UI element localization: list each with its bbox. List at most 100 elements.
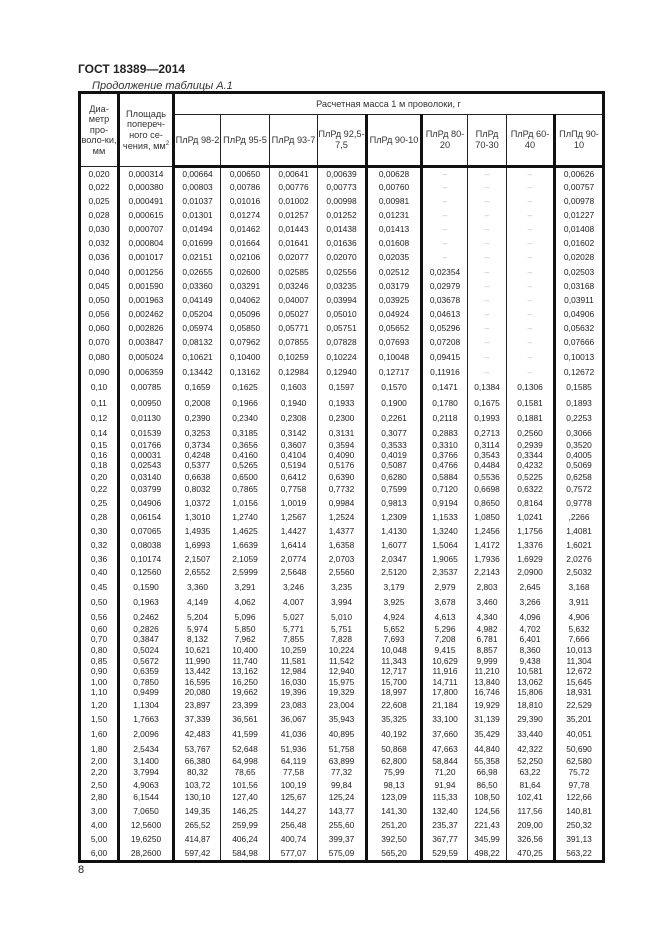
cell-mass: 0,2300: [317, 410, 367, 426]
cell-mass: 0,2560: [506, 425, 555, 441]
cell-mass: 0,7572: [553, 482, 604, 497]
cell-mass: 2,0900: [506, 565, 555, 580]
cell-mass: 64,998: [220, 756, 270, 766]
cell-mass: 0,13442: [172, 364, 221, 380]
cell-mass: –: [467, 208, 507, 223]
cell-diameter: 0,80: [79, 645, 119, 656]
cell-mass: 71,20: [420, 765, 468, 780]
cell-mass: 9,438: [506, 655, 555, 667]
cell-mass: 3,994: [317, 594, 367, 610]
cell-area: 0,001590: [117, 279, 174, 294]
cell-mass: 6,401: [506, 633, 555, 646]
cell-diameter: 0,14: [79, 425, 119, 441]
cell-mass: 0,03246: [269, 279, 318, 294]
cell-mass: 13,162: [220, 666, 270, 677]
cell-area: 1,7663: [117, 712, 174, 727]
table-row: 0,16 0,00031 0,4248 0,4160 0,4104 0,4090 0,401…: [79, 450, 604, 460]
cell-mass: 256,48: [269, 818, 318, 833]
cell-area: 0,5024: [117, 645, 174, 656]
cell-diameter: 0,060: [79, 321, 119, 336]
cell-diameter: 1,20: [79, 697, 119, 713]
cell-mass: 3,235: [317, 579, 367, 595]
cell-mass: 0,03168: [553, 279, 604, 294]
cell-diameter: 0,15: [79, 440, 119, 451]
cell-mass: 55,358: [467, 756, 507, 766]
cell-area: 0,01130: [117, 410, 174, 426]
table-row: 0,036 0,001017 0,02151 0,02106 0,02077 0,0207…: [79, 250, 604, 265]
cell-area: 0,00950: [117, 395, 174, 411]
cell-mass: 0,07693: [365, 335, 422, 350]
cell-mass: 367,77: [420, 832, 468, 847]
cell-mass: –: [467, 279, 507, 294]
cell-diameter: 1,60: [79, 726, 119, 742]
cell-mass: 0,3077: [365, 425, 422, 441]
cell-mass: 10,013: [553, 645, 604, 656]
cell-mass: 0,3594: [317, 440, 367, 451]
cell-area: 0,00785: [117, 379, 174, 396]
cell-mass: 123,09: [365, 790, 422, 805]
cell-mass: 66,380: [172, 756, 221, 766]
table-row: 0,12 0,01130 0,2390 0,2340 0,2308 0,2300 0,226…: [79, 410, 604, 426]
cell-mass: 0,10224: [317, 349, 367, 365]
cell-mass: 1,5064: [420, 538, 468, 553]
cell-mass: 0,02512: [365, 264, 422, 280]
cell-diameter: 0,020: [79, 166, 119, 181]
cell-mass: 12,717: [365, 666, 422, 677]
cell-mass: 565,20: [365, 846, 422, 862]
cell-mass: 2,0703: [317, 552, 367, 566]
cell-mass: 0,1993: [467, 410, 507, 426]
cell-mass: 35,429: [467, 726, 507, 742]
cell-diameter: 2,00: [79, 756, 119, 766]
cell-mass: 9,415: [420, 645, 468, 656]
cell-diameter: 0,90: [79, 666, 119, 677]
cell-mass: –: [506, 349, 555, 365]
cell-area: 0,1963: [117, 594, 174, 610]
cell-area: 0,003847: [117, 335, 174, 350]
cell-mass: 11,740: [220, 655, 270, 667]
cell-mass: 470,25: [506, 846, 555, 862]
cell-mass: 58,844: [420, 756, 468, 766]
cell-mass: 4,149: [172, 594, 221, 610]
cell-mass: 0,12717: [365, 364, 422, 380]
cell-mass: 1,6021: [553, 538, 604, 553]
cell-mass: 0,02035: [365, 250, 422, 265]
cell-mass: 1,0019: [269, 496, 318, 511]
cell-mass: 0,02556: [317, 264, 367, 280]
cell-mass: –: [506, 250, 555, 265]
cell-mass: 0,5069: [553, 459, 604, 472]
cell-mass: 115,33: [420, 790, 468, 805]
header-alloy: ПлРд 60-40: [506, 114, 555, 168]
cell-mass: 0,10013: [553, 349, 604, 365]
cell-mass: 0,00639: [317, 166, 367, 181]
cell-mass: 52,648: [220, 741, 270, 757]
cell-area: 7,0650: [117, 804, 174, 819]
cell-mass: 108,50: [467, 790, 507, 805]
cell-mass: 52,250: [506, 756, 555, 766]
cell-mass: 41,599: [220, 726, 270, 742]
cell-mass: 0,3607: [269, 440, 318, 451]
cell-diameter: 5,00: [79, 832, 119, 847]
cell-mass: 0,04906: [553, 307, 604, 322]
cell-mass: –: [506, 321, 555, 336]
cell-mass: 35,943: [317, 712, 367, 727]
cell-mass: 0,01664: [220, 236, 270, 251]
cell-mass: 99,84: [317, 779, 367, 791]
cell-mass: 1,1756: [506, 524, 555, 539]
cell-mass: 11,343: [365, 655, 422, 667]
cell-mass: 16,030: [269, 676, 318, 688]
cell-area: 0,02543: [117, 459, 174, 472]
cell-mass: 0,1675: [467, 395, 507, 411]
table-row: 0,080 0,005024 0,10621 0,10400 0,10259 0,1022…: [79, 349, 604, 365]
cell-mass: 0,01608: [365, 236, 422, 251]
cell-mass: 11,210: [467, 666, 507, 677]
table-row: 0,56 0,2462 5,204 5,096 5,027 5,010 4,924 4,613…: [79, 609, 604, 625]
table-row: 3,00 7,0650 149,35 146,25 144,27 143,77 141,30…: [79, 804, 604, 819]
cell-mass: 0,1581: [506, 395, 555, 411]
cell-mass: –: [467, 166, 507, 181]
cell-mass: 10,621: [172, 645, 221, 656]
cell-mass: 1,7936: [467, 552, 507, 566]
cell-mass: 0,1933: [317, 395, 367, 411]
cell-mass: 98,13: [365, 779, 422, 791]
cell-mass: 0,00641: [269, 166, 318, 181]
cell-area: 1,1304: [117, 697, 174, 713]
